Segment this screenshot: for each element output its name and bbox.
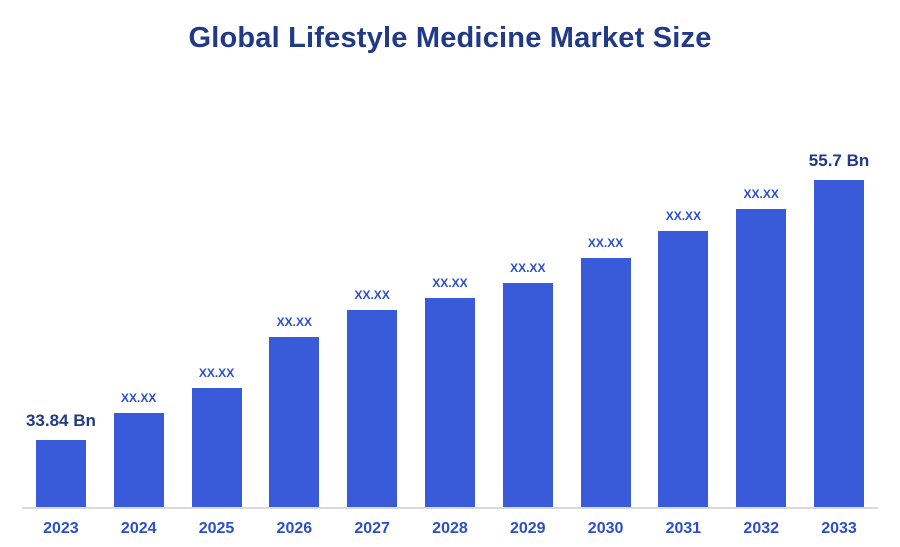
bar-group-2026: XX.XX [255, 315, 333, 507]
bar-value-label: XX.XX [121, 391, 157, 405]
x-axis-label-2033: 2033 [821, 520, 857, 537]
bar-group-2029: XX.XX [489, 261, 567, 507]
bar-value-label: XX.XX [198, 366, 235, 380]
bar-group-2030: XX.XX [567, 236, 645, 507]
x-axis-label-2031: 2031 [665, 520, 702, 537]
chart-title: Global Lifestyle Medicine Market Size [188, 22, 712, 54]
plot-area: 33.84 Bn XX.XX XX.XX XX.XX XX.XX XX.XX XX.XX XX… [22, 117, 878, 509]
bar-group-2025: XX.XX [178, 366, 256, 507]
bar-group-2023: 33.84 Bn [22, 411, 100, 507]
bar-group-2033: 55.7 Bn [800, 151, 878, 507]
bar-2032 [736, 209, 787, 507]
bar-value-label: XX.XX [510, 261, 546, 275]
bar-chart: 33.84 Bn XX.XX XX.XX XX.XX XX.XX XX.XX XX.XX XX… [22, 117, 878, 538]
bar-value-label: 33.84 Bn [25, 411, 96, 430]
bar-value-label: 55.7 Bn [808, 151, 870, 170]
x-axis-label-2028: 2028 [432, 520, 468, 537]
bar-2025 [191, 388, 242, 507]
chart-page: Global Lifestyle Medicine Market Size 33… [0, 22, 900, 547]
bar-group-2032: XX.XX [722, 187, 800, 507]
bar-2026 [269, 337, 320, 507]
x-axis-label-2029: 2029 [509, 520, 546, 537]
x-axis-label-2030: 2030 [587, 520, 624, 537]
x-axis-label-2024: 2024 [120, 520, 157, 537]
bar-2024 [113, 413, 164, 507]
x-axis-label-2025: 2025 [198, 520, 235, 537]
bar-value-label: XX.XX [743, 187, 779, 201]
x-axis: 2023 2024 2025 2026 2027 2028 2029 2030 2031 2032… [22, 509, 878, 538]
bar-2030 [580, 258, 631, 507]
bar-2028 [424, 298, 475, 507]
bar-value-label: XX.XX [354, 288, 390, 302]
x-axis-label-2023: 2023 [43, 520, 79, 537]
bar-2023 [35, 440, 86, 507]
bar-value-label: XX.XX [276, 315, 313, 329]
bar-group-2028: XX.XX [411, 276, 489, 507]
bar-group-2031: XX.XX [645, 209, 723, 507]
x-axis-label-2032: 2032 [743, 520, 780, 537]
bar-group-2024: XX.XX [100, 391, 178, 507]
bar-value-label: XX.XX [665, 209, 702, 223]
x-axis-label-2027: 2027 [354, 520, 390, 537]
bar-group-2027: XX.XX [333, 288, 411, 507]
x-axis-label-2026: 2026 [276, 520, 313, 537]
bar-2033 [814, 180, 865, 507]
bar-value-label: XX.XX [432, 276, 468, 290]
bar-2031 [658, 231, 709, 507]
bar-2027 [347, 310, 398, 507]
bar-2029 [502, 283, 553, 507]
bar-value-label: XX.XX [587, 236, 624, 250]
